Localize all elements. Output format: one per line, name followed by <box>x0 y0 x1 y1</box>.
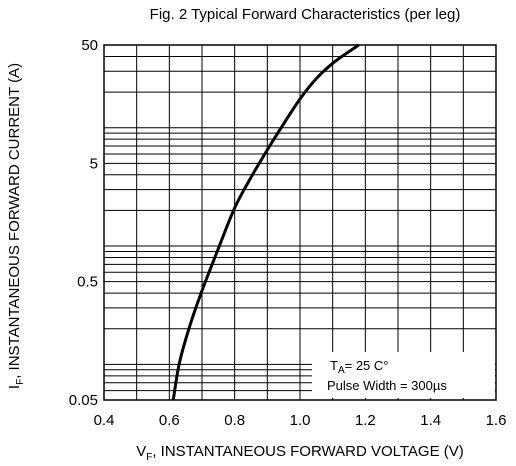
x-tick-label: 1.2 <box>355 412 376 429</box>
x-tick-label: 0.8 <box>224 412 245 429</box>
x-tick-label: 1.4 <box>420 412 441 429</box>
y-tick-label: 0.05 <box>69 392 98 409</box>
temperature-annotation: TA= 25 C° <box>330 358 389 376</box>
pulse-width-annotation: Pulse Width = 300µs <box>327 378 447 393</box>
x-tick-labels: 0.4 0.6 0.8 1.0 1.2 1.4 1.6 <box>94 412 507 429</box>
plot-frame <box>103 44 497 401</box>
chart-title: Fig. 2 Typical Forward Characteristics (… <box>150 6 461 23</box>
x-tick-label: 1.6 <box>486 412 507 429</box>
x-axis-label: VF, INSTANTANEOUS FORWARD VOLTAGE (V) <box>136 443 464 463</box>
y-tick-labels: 0.05 0.5 5 50 <box>69 37 98 409</box>
forward-characteristic-curve <box>171 43 360 401</box>
y-tick-label: 0.5 <box>77 274 98 291</box>
x-tick-label: 0.6 <box>159 412 180 429</box>
y-axis-label: IF, INSTANTANEOUS FORWARD CURRENT (A) <box>6 63 26 389</box>
y-tick-label: 5 <box>90 155 98 172</box>
annotation-box <box>312 352 495 398</box>
x-tick-label: 0.4 <box>94 412 115 429</box>
y-tick-label: 50 <box>81 37 98 54</box>
x-tick-label: 1.0 <box>290 412 311 429</box>
